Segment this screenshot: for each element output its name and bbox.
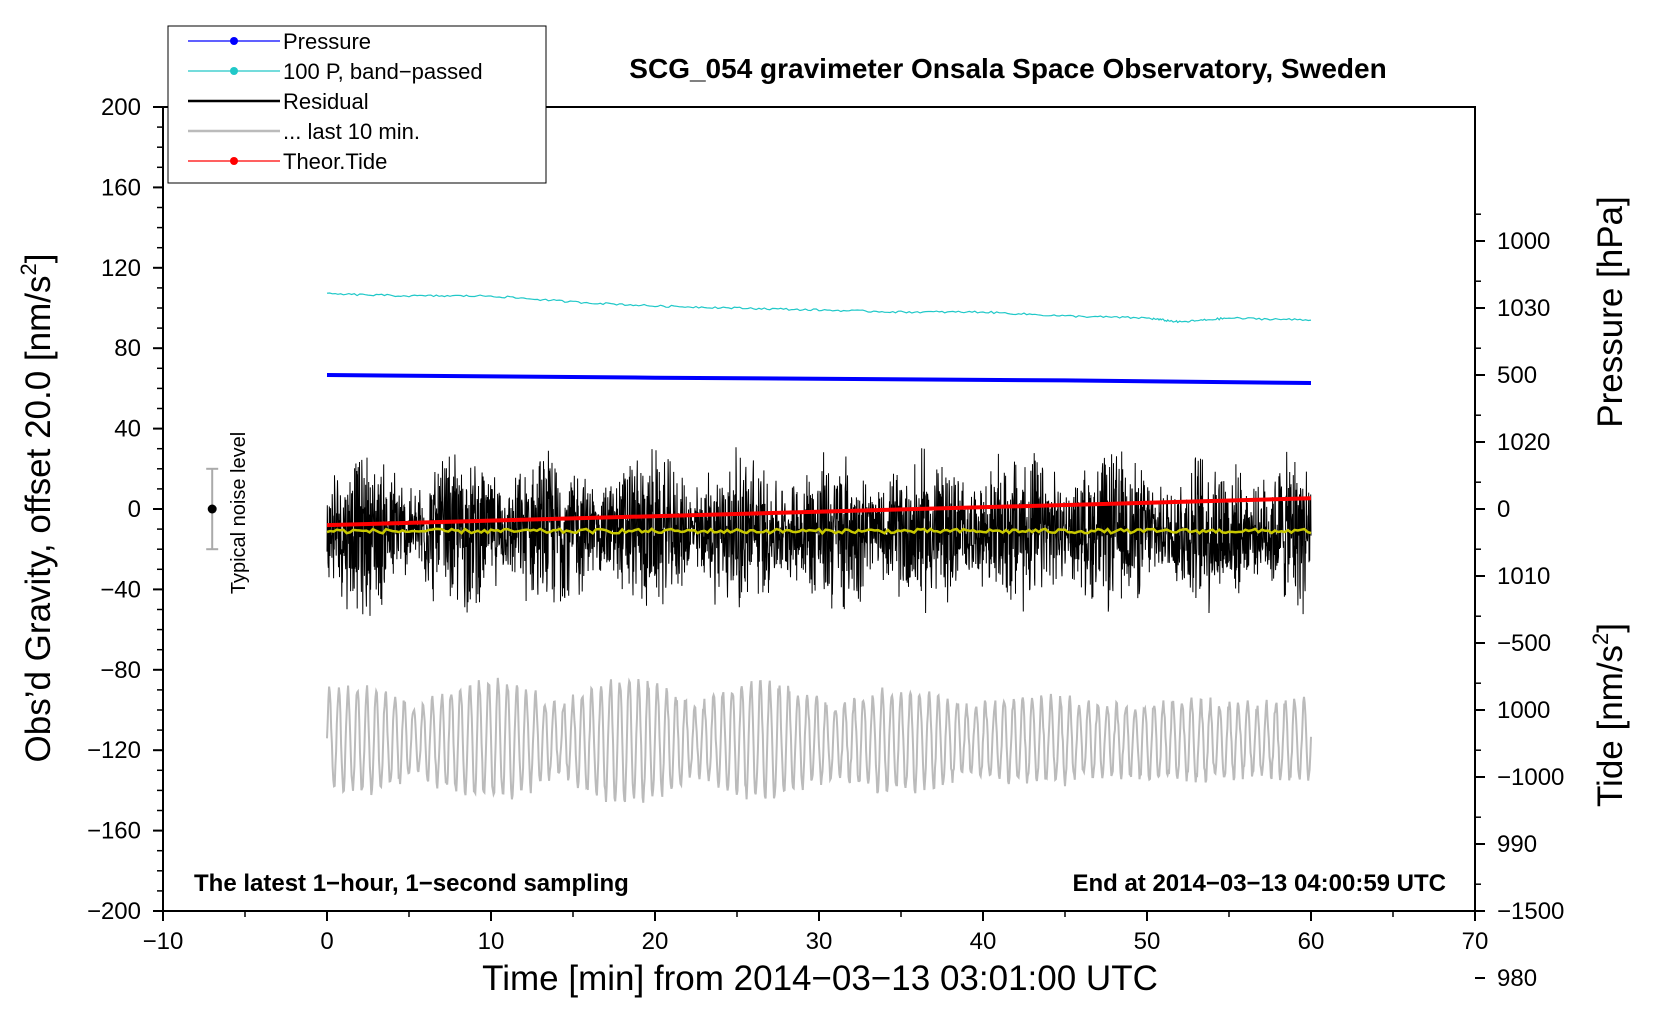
series-theor-tide [326, 496, 1312, 528]
series-pressure [326, 373, 1312, 385]
x-tick-label: 40 [970, 928, 997, 955]
legend-box [167, 25, 547, 184]
pressure-tick-label: 980 [1497, 965, 1537, 992]
y-tick-label: 0 [128, 496, 141, 523]
tide-axis-title-end: ] [1591, 623, 1630, 633]
pressure-tick-label: 1030 [1497, 295, 1550, 322]
x-tick-label: 30 [806, 928, 833, 955]
pressure-tick-label: 990 [1497, 831, 1537, 858]
x-tick-label: 0 [320, 928, 333, 955]
left-y-axis-ticks: −200 −160 −120 −80 −40 0 40 80 120 160 200 [87, 94, 163, 925]
tide-tick-label: 1000 [1497, 228, 1550, 255]
x-axis-title: Time [min] from 2014−03−13 03:01:00 UTC [482, 959, 1158, 998]
series-last-10-min [326, 677, 1312, 803]
noise-level-label: Typical noise level [228, 432, 250, 594]
band-passed-line [326, 292, 1312, 324]
x-tick-label: 60 [1298, 928, 1325, 955]
pressure-axis-ticks: 1030 1020 1010 1000 990 980 [1475, 213, 1550, 992]
pressure-axis-title: Pressure [hPa] [1591, 196, 1630, 428]
series-100p-band-passed [326, 292, 1312, 324]
legend-entries: Pressure 100 P, band−passed Residual ... la… [188, 29, 483, 174]
tide-tick-label: −1000 [1497, 764, 1564, 791]
left-y-axis-title-main: Obs’d Gravity, offset 20.0 [nm/s [19, 276, 58, 763]
tide-axis-title: Tide [nm/s2] [1588, 623, 1630, 807]
note-end-time: End at 2014−03−13 04:00:59 UTC [1072, 870, 1446, 897]
legend-swatch-marker [230, 157, 238, 165]
legend-label: Pressure [283, 29, 371, 54]
x-tick-label: 70 [1462, 928, 1489, 955]
tide-axis-title-main: Tide [nm/s [1591, 645, 1630, 807]
typical-noise-bar [206, 467, 219, 551]
left-y-axis-title-sup: 2 [16, 263, 41, 275]
x-tick-label: 20 [642, 928, 669, 955]
last-10-min-line [326, 677, 1312, 803]
legend-label: ... last 10 min. [283, 119, 420, 144]
y-tick-label: 200 [101, 94, 141, 121]
legend-swatch-marker [230, 37, 238, 45]
pressure-tick-label: 1000 [1497, 697, 1550, 724]
tide-tick-label: 0 [1497, 496, 1510, 523]
y-tick-label: −160 [87, 818, 141, 845]
y-tick-label: 160 [101, 174, 141, 201]
legend-label: Residual [283, 89, 369, 114]
residual-line [326, 447, 1312, 616]
legend-label: 100 P, band−passed [283, 59, 483, 84]
series-residual [326, 447, 1312, 616]
legend-swatch-marker [230, 67, 238, 75]
y-tick-label: −120 [87, 737, 141, 764]
tide-tick-label: −500 [1497, 630, 1551, 657]
y-tick-label: −80 [100, 657, 141, 684]
tide-axis-ticks: 1000 500 0 −500 −1000 −1500 [1475, 228, 1564, 925]
tide-axis-title-sup: 2 [1588, 633, 1613, 645]
y-tick-label: 80 [114, 335, 141, 362]
pressure-line [326, 373, 1312, 385]
left-y-axis-title: Obs’d Gravity, offset 20.0 [nm/s2] [16, 254, 58, 763]
y-tick-label: −40 [100, 576, 141, 603]
residual-smoothed-line [326, 527, 1312, 536]
x-axis-ticks: −10 0 10 20 30 40 50 60 70 [143, 911, 1489, 955]
noise-bar-center-dot [207, 504, 217, 514]
chart-title: SCG_054 gravimeter Onsala Space Observat… [629, 53, 1386, 84]
series-residual-smoothed [326, 527, 1312, 536]
pressure-tick-label: 1020 [1497, 429, 1550, 456]
x-tick-label: 50 [1134, 928, 1161, 955]
legend: Pressure 100 P, band−passed Residual ... la… [167, 25, 547, 184]
y-tick-label: 120 [101, 255, 141, 282]
x-tick-label: 10 [478, 928, 505, 955]
pressure-tick-label: 1010 [1497, 563, 1550, 590]
left-y-axis-title-end: ] [19, 254, 58, 264]
x-tick-label: −10 [143, 928, 184, 955]
y-tick-label: 40 [114, 416, 141, 443]
legend-label: Theor.Tide [283, 149, 387, 174]
note-latest-hour: The latest 1−hour, 1−second sampling [194, 870, 629, 897]
y-tick-label: −200 [87, 898, 141, 925]
tide-tick-label: 500 [1497, 362, 1537, 389]
tide-tick-label: −1500 [1497, 898, 1564, 925]
tide-line [326, 496, 1312, 528]
